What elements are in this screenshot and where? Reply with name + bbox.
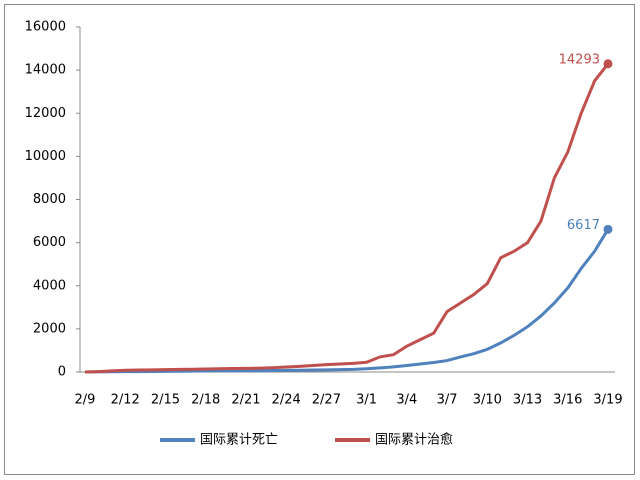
legend-label: 国际累计治愈 [375,433,453,448]
x-tick-label: 3/10 [473,393,502,408]
x-tick-label: 2/27 [312,393,341,408]
series-line [84,228,610,374]
x-tick-label: 2/12 [111,393,140,408]
x-tick-label: 2/18 [191,393,220,408]
x-tick-label: 2/15 [151,393,180,408]
x-tick-label: 3/16 [553,393,582,408]
x-tick-label: 2/9 [75,393,96,408]
y-tick-label: 0 [58,365,66,380]
y-tick-label: 10000 [25,149,66,164]
legend-label: 国际累计死亡 [200,433,278,448]
y-tick-label: 6000 [33,235,66,250]
y-tick-label: 8000 [33,192,66,207]
y-tick-label: 16000 [25,20,66,35]
x-tick-label: 2/24 [272,393,301,408]
y-tick-label: 12000 [25,106,66,121]
data-label: 14293 [559,52,600,67]
y-tick-label: 14000 [25,63,66,78]
series-line [84,62,610,374]
end-marker [603,224,613,234]
x-tick-label: 3/19 [593,393,622,408]
end-marker [603,59,613,69]
x-tick-label: 3/13 [513,393,542,408]
x-tick-label: 3/4 [396,393,417,408]
x-tick-label: 3/1 [356,393,377,408]
x-tick-label: 2/21 [231,393,260,408]
x-tick-label: 3/7 [437,393,458,408]
y-tick-label: 4000 [33,278,66,293]
y-tick-label: 2000 [33,321,66,336]
data-label: 6617 [567,218,600,233]
